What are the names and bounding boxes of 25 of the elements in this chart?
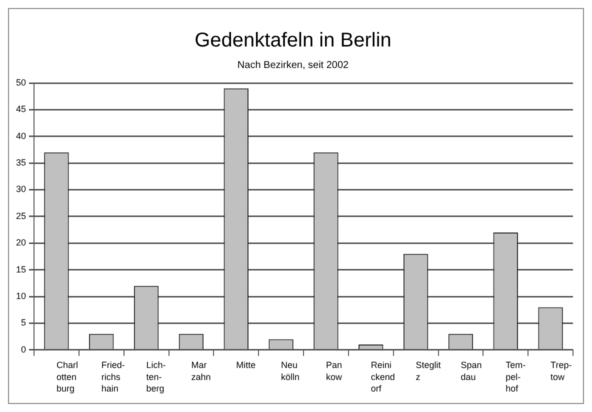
y-tick-label: 50 — [16, 77, 26, 88]
x-tick-label: Trep- tow — [550, 360, 572, 382]
x-tick-label: Pan kow — [326, 360, 342, 382]
x-tick-label: Mitte — [236, 360, 256, 370]
y-tick-label: 20 — [16, 238, 26, 248]
y-tick-label: 40 — [16, 130, 26, 141]
y-tick-label: 15 — [16, 264, 26, 274]
y-tick-label: 0 — [20, 344, 26, 354]
y-tick-label: 10 — [16, 291, 26, 302]
y-tick-label: 5 — [20, 318, 26, 328]
y-tick-label: 35 — [16, 158, 26, 168]
x-tick-label: Neu kölln — [281, 360, 300, 382]
x-tick-label: Lich- ten- berg — [146, 360, 166, 394]
chart-subtitle: Nach Bezirken, seit 2002 — [237, 60, 350, 71]
x-tick-label: Span dau — [460, 360, 482, 382]
x-tick-label: Mar zahn — [191, 360, 211, 382]
x-tick-label: Fried- richs hain — [101, 360, 125, 394]
y-tick-label: 30 — [16, 184, 26, 194]
x-tick-label: Tem- pel- hof — [506, 360, 526, 394]
x-tick-label: Charl otten burg — [56, 360, 78, 394]
chart-title: Gedenktafeln in Berlin — [194, 30, 392, 52]
x-tick-label: Reini ckend orf — [370, 360, 395, 394]
y-tick-label: 45 — [16, 104, 26, 114]
x-tick-label: Steglit z — [416, 360, 442, 382]
y-tick-label: 25 — [16, 210, 26, 221]
